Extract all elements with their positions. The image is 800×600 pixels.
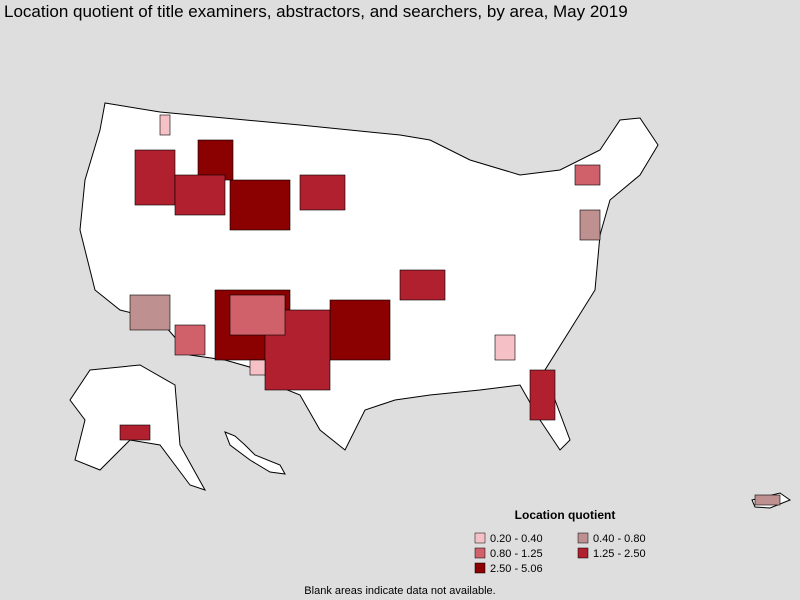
region [134,149,176,206]
legend-label: 1.25 - 2.50 [593,548,646,560]
footnote: Blank areas indicate data not available. [304,585,495,597]
legend-swatch [577,532,589,544]
title: Location quotient of title examiners, ab… [4,2,628,21]
region [329,299,391,361]
region [197,139,234,181]
region [529,369,556,421]
legend-label: 0.40 - 0.80 [593,533,646,545]
region [754,494,781,506]
legend-title: Location quotient [515,508,616,522]
legend: 0.20 - 0.40 0.40 - 0.80 0.80 - 1.25 1.25 - … [474,532,646,575]
legend-swatch [474,562,486,574]
legend-swatch [474,547,486,559]
map [69,102,792,509]
region [249,359,266,376]
hawaii [224,431,286,475]
region [574,164,601,186]
region [174,174,226,216]
legend-label: 0.20 - 0.40 [490,533,543,545]
region [229,294,286,336]
region [494,334,516,361]
region [174,324,206,356]
region [399,269,446,301]
region [159,114,171,136]
legend-label: 2.50 - 5.06 [490,563,543,575]
legend-swatch [474,532,486,544]
legend-swatch [577,547,589,559]
legend-label: 0.80 - 1.25 [490,548,543,560]
region [299,174,346,211]
region [129,294,171,331]
region [579,209,601,241]
region [119,424,151,441]
region [229,179,291,231]
